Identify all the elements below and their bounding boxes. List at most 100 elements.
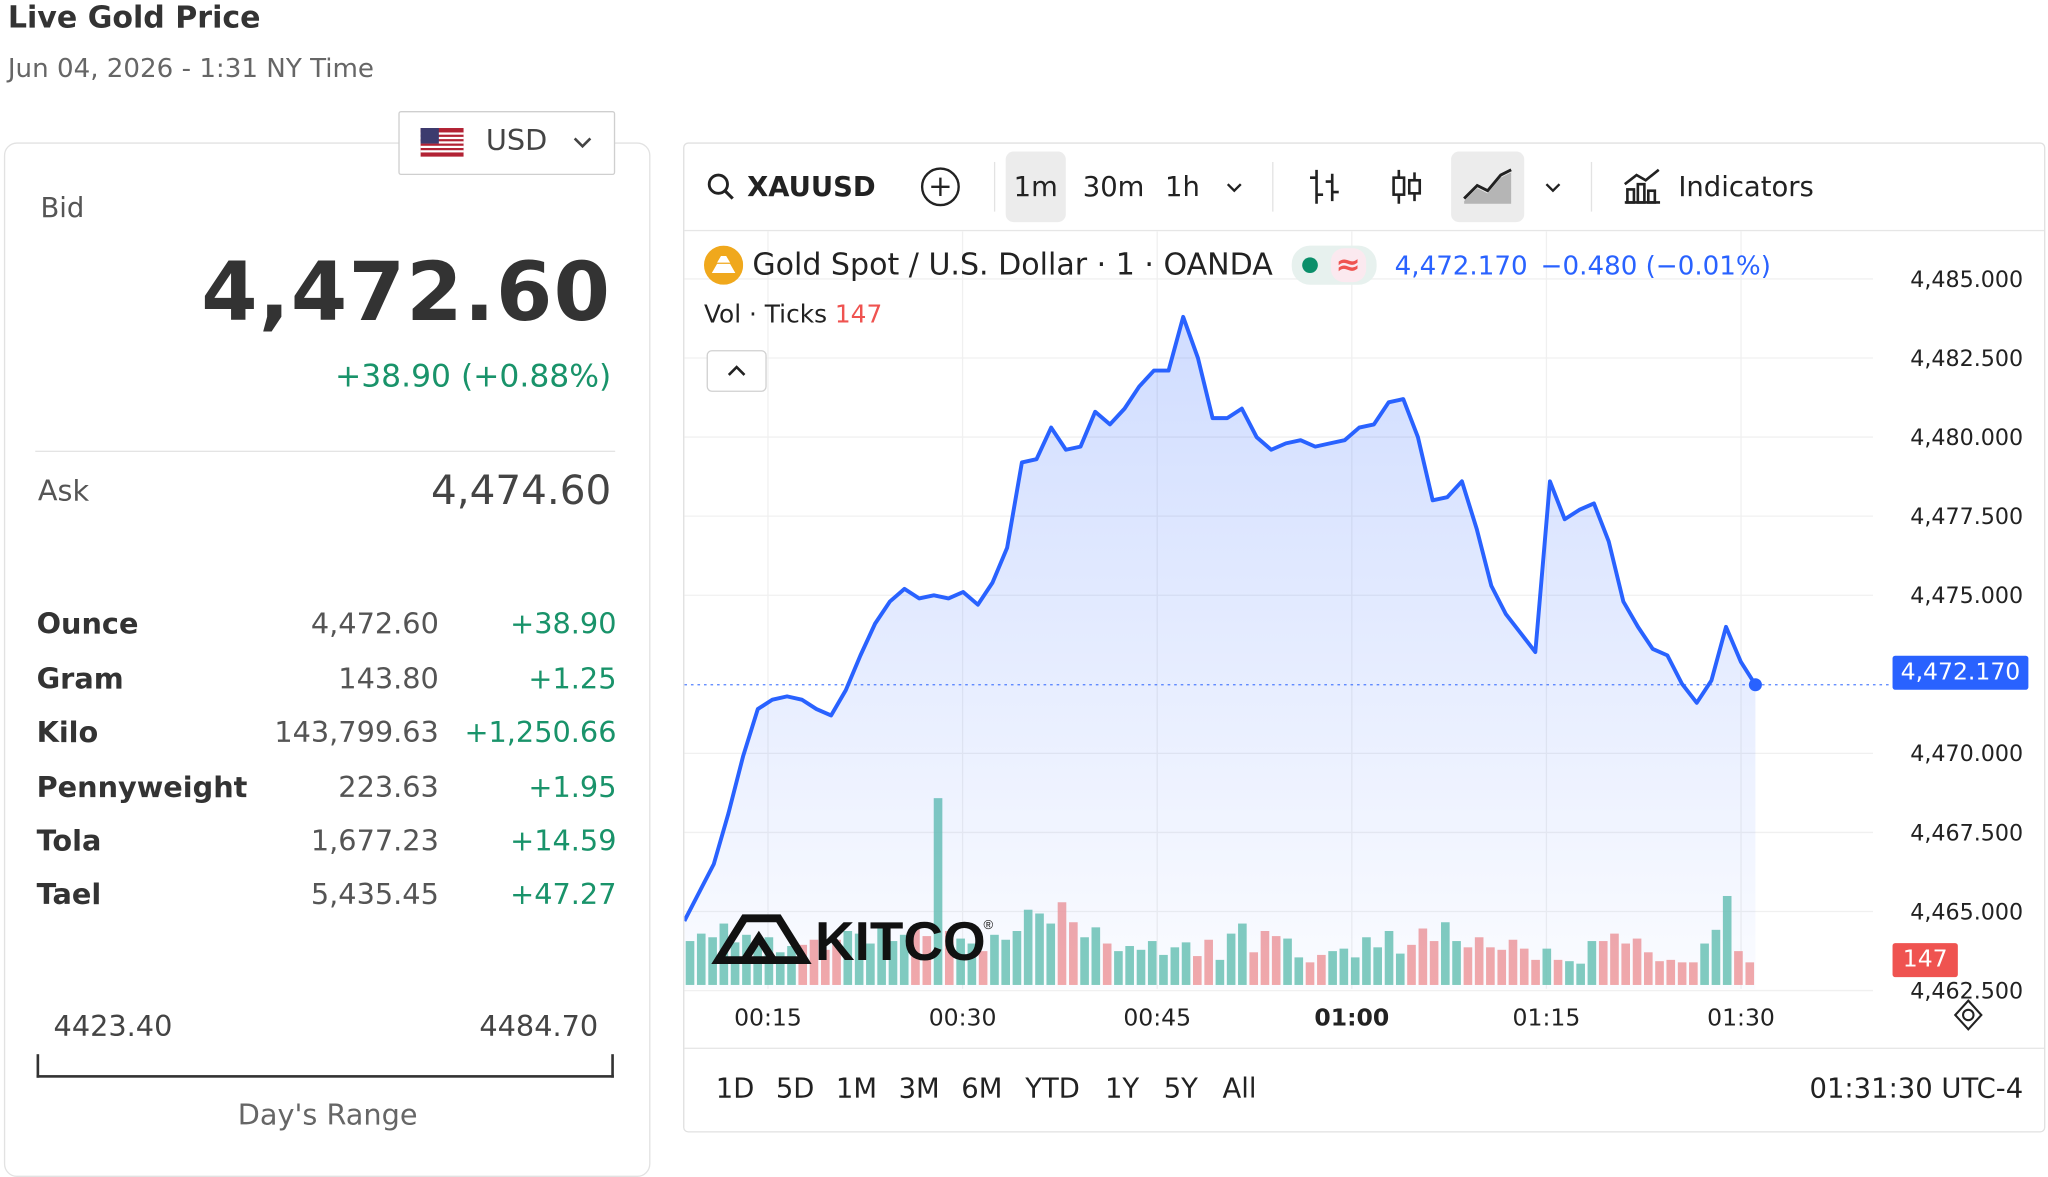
candlestick-icon xyxy=(1392,169,1422,204)
range-5y[interactable]: 5Y xyxy=(1163,1072,1198,1104)
ask-label: Ask xyxy=(37,475,90,509)
unit-price: 143,799.63 xyxy=(274,717,439,750)
chevron-down-icon xyxy=(573,137,592,149)
interval-1m[interactable]: 1m xyxy=(1005,151,1066,223)
chart-type-dropdown[interactable] xyxy=(1543,144,1564,230)
unit-change: +1.95 xyxy=(528,772,617,805)
legend-last: 4,472.170 xyxy=(1394,249,1528,281)
range-all[interactable]: All xyxy=(1222,1072,1257,1104)
ask-value: 4,474.60 xyxy=(430,467,612,515)
range-ytd[interactable]: YTD xyxy=(1025,1072,1080,1104)
y-tick-label: 4,465.000 xyxy=(1910,899,2023,925)
unit-name: Kilo xyxy=(36,717,99,750)
day-range-label: Day's Range xyxy=(237,1099,418,1133)
unit-price: 5,435.45 xyxy=(310,879,439,912)
delayed-data-icon: ≈ xyxy=(1330,248,1366,283)
range-1d[interactable]: 1D xyxy=(715,1072,755,1104)
x-axis: 00:15 00:30 00:45 01:00 01:15 01:30 xyxy=(734,1003,1775,1031)
volume-label: Vol · Ticks xyxy=(703,300,828,330)
price-chart[interactable]: 4,485.000 4,482.500 4,480.000 4,477.500 4,47… xyxy=(684,231,2044,1047)
unit-row-gram: Gram 143.80 +1.25 xyxy=(37,664,617,708)
ohlc-bars-icon xyxy=(1310,169,1339,204)
indicators-button[interactable]: Indicators xyxy=(1621,144,1814,230)
price-line xyxy=(684,314,1758,922)
bid-label: Bid xyxy=(40,192,85,224)
currency-select[interactable]: USD xyxy=(398,111,616,176)
symbol-label: XAUUSD xyxy=(747,171,876,203)
indicators-icon xyxy=(1623,168,1661,204)
range-6m[interactable]: 6M xyxy=(961,1072,1003,1104)
chevron-down-icon xyxy=(1226,183,1242,193)
range-1y[interactable]: 1Y xyxy=(1104,1072,1140,1104)
market-status-pill: ≈ xyxy=(1291,245,1377,285)
market-open-dot xyxy=(1301,257,1318,274)
area-chart-button[interactable] xyxy=(1451,151,1525,223)
last-price-dot xyxy=(1748,678,1762,692)
unit-change: +1.25 xyxy=(528,663,617,697)
unit-name: Pennyweight xyxy=(36,772,248,805)
toolbar-separator xyxy=(1590,161,1593,212)
search-icon xyxy=(707,173,734,200)
candles-button[interactable] xyxy=(1388,144,1425,230)
chart-clock: 01:31:30 UTC-4 xyxy=(1809,1072,2024,1104)
chevron-up-icon xyxy=(727,365,746,376)
volume-legend: Vol · Ticks 147 xyxy=(704,300,882,329)
x-tick-label: 00:15 xyxy=(734,1003,802,1031)
bottom-bar: 1D 5D 1M 3M 6M YTD 1Y 5Y All 01:31:30 UT… xyxy=(684,1047,2045,1132)
toolbar-separator xyxy=(1272,161,1274,212)
unit-row-tola: Tola 1,677.23 +14.59 xyxy=(37,826,617,870)
plus-circle-icon xyxy=(920,167,960,207)
unit-change: +47.27 xyxy=(510,879,617,912)
unit-row-tael: Tael 5,435.45 +47.27 xyxy=(37,879,617,923)
y-tick-label: 4,477.500 xyxy=(1910,504,2023,530)
collapse-legend-button[interactable] xyxy=(706,350,767,392)
unit-row-pennyweight: Pennyweight 223.63 +1.95 xyxy=(37,772,617,816)
symbol-search[interactable]: XAUUSD xyxy=(705,144,876,230)
last-price-tag: 4,472.170 xyxy=(1892,655,2029,690)
unit-price: 4,472.60 xyxy=(310,608,439,642)
gold-coin-icon xyxy=(703,245,744,285)
range-5d[interactable]: 5D xyxy=(775,1072,815,1104)
price-area-fill xyxy=(684,316,1756,989)
interval-1h[interactable]: 1h xyxy=(1165,171,1200,203)
unit-price: 223.63 xyxy=(338,772,439,805)
legend-change: −0.480 (−0.01%) xyxy=(1540,249,1771,281)
unit-name: Gram xyxy=(36,663,124,697)
kitco-logo: KITCO ® xyxy=(711,910,993,972)
unit-name: Ounce xyxy=(36,608,139,642)
y-tick-label: 4,475.000 xyxy=(1910,583,2023,609)
unit-price: 143.80 xyxy=(338,663,439,697)
currency-label: USD xyxy=(485,125,548,159)
y-tick-label: 4,482.500 xyxy=(1910,346,2023,372)
unit-change: +38.90 xyxy=(510,608,617,642)
x-tick-label: 01:30 xyxy=(1707,1003,1775,1031)
unit-row-kilo: Kilo 143,799.63 +1,250.66 xyxy=(37,717,617,761)
day-range-low: 4423.40 xyxy=(53,1011,173,1044)
range-1m[interactable]: 1M xyxy=(835,1072,878,1104)
day-range-high: 4484.70 xyxy=(479,1011,599,1044)
unit-change: +1,250.66 xyxy=(464,717,617,750)
unit-change: +14.59 xyxy=(510,825,617,859)
compare-button[interactable] xyxy=(919,144,961,230)
range-3m[interactable]: 3M xyxy=(898,1072,940,1104)
y-tick-label: 4,485.000 xyxy=(1910,267,2023,293)
y-tick-label: 4,462.500 xyxy=(1910,978,2023,1004)
bid-value: 4,472.60 xyxy=(201,244,612,340)
chart-toolbar: XAUUSD 1m 30m 1h xyxy=(684,144,2045,232)
y-tick-label: 4,480.000 xyxy=(1910,425,2023,451)
interval-dropdown[interactable] xyxy=(1224,144,1245,230)
x-tick-label: 00:30 xyxy=(929,1003,997,1031)
bid-change: +38.90 (+0.88%) xyxy=(334,357,612,395)
area-chart-icon xyxy=(1463,168,1512,204)
toolbar-separator xyxy=(993,161,996,212)
price-card xyxy=(3,142,651,1177)
indicators-label: Indicators xyxy=(1678,171,1814,203)
chevron-down-icon xyxy=(1545,183,1561,193)
x-tick-label: 00:45 xyxy=(1123,1003,1191,1031)
volume-price-tag: 147 xyxy=(1892,943,1958,978)
interval-30m[interactable]: 30m xyxy=(1082,171,1145,203)
legend-title: Gold Spot / U.S. Dollar · 1 · OANDA xyxy=(752,248,1273,283)
unit-price: 1,677.23 xyxy=(310,825,439,859)
bar-type-button[interactable] xyxy=(1306,144,1343,230)
reset-scale-icon[interactable] xyxy=(1953,999,1983,1031)
